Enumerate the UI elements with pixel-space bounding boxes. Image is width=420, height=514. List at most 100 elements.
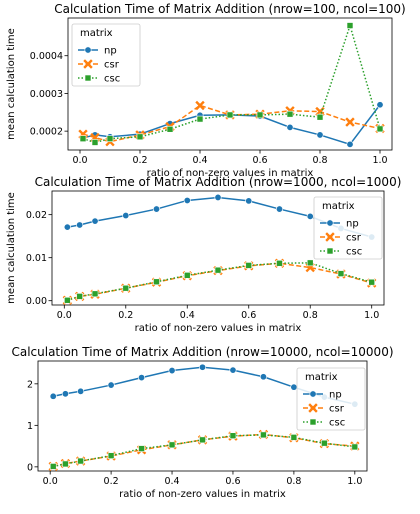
data-point	[306, 259, 314, 267]
data-point	[306, 212, 314, 220]
chart-3: Calculation Time of Matrix Addition (nro…	[0, 345, 394, 500]
data-point	[49, 392, 57, 400]
chart-title: Calculation Time of Matrix Addition (nro…	[35, 175, 402, 189]
chart-title: Calculation Time of Matrix Addition (nro…	[54, 2, 406, 16]
x-tick-label: 0.0	[43, 476, 58, 487]
data-point	[259, 373, 267, 381]
data-point	[229, 432, 237, 440]
data-point	[79, 135, 87, 142]
data-point	[286, 110, 294, 118]
data-point	[290, 434, 298, 441]
data-point	[91, 139, 99, 146]
x-axis-label: ratio of non-zero values in matrix	[135, 323, 302, 334]
data-point	[107, 381, 115, 389]
data-point	[49, 463, 57, 470]
data-point	[229, 366, 237, 374]
x-tick-label: 0.2	[104, 476, 119, 487]
data-point	[62, 460, 69, 468]
plot-frame	[37, 360, 368, 472]
data-point	[275, 205, 283, 213]
y-tick-label: 0.0002	[30, 127, 63, 138]
plot-frame	[51, 190, 385, 306]
y-tick-label: 0.02	[26, 210, 47, 221]
x-tick-label: 0.2	[118, 310, 133, 321]
legend-marker	[309, 418, 317, 426]
x-tick-label: 0.8	[312, 155, 327, 166]
data-point	[245, 262, 253, 269]
y-tick-label: 0.0004	[30, 51, 63, 62]
legend: matrix np csr csc	[313, 196, 383, 260]
legend-box	[71, 23, 141, 87]
legend-label: csc	[329, 418, 345, 429]
data-point	[106, 135, 114, 142]
data-point	[76, 293, 83, 300]
legend-marker	[84, 74, 92, 82]
x-tick-label: 0.0	[57, 310, 72, 321]
data-point	[199, 363, 207, 371]
data-point	[256, 111, 264, 119]
x-tick-label: 1.0	[364, 310, 379, 321]
data-point	[64, 296, 71, 304]
series-csc	[79, 22, 384, 146]
data-point	[168, 367, 176, 375]
data-point	[368, 278, 376, 286]
x-tick-label: 0.8	[303, 310, 318, 321]
data-point	[321, 439, 328, 447]
y-tick-label: 0.01	[26, 253, 47, 264]
data-point	[77, 387, 85, 395]
series-csc	[64, 259, 376, 304]
data-point	[138, 374, 146, 382]
data-point	[91, 217, 99, 225]
legend-title: matrix	[305, 372, 338, 383]
chart-title: Calculation Time of Matrix Addition (nro…	[11, 345, 393, 359]
y-tick-label: 0	[27, 462, 33, 473]
y-tick-label: 0.0003	[30, 89, 63, 100]
chart-2: Calculation Time of Matrix Addition (nro…	[6, 175, 401, 334]
legend-marker	[309, 390, 317, 398]
data-point	[166, 125, 174, 133]
x-axis-label: ratio of non-zero values in matrix	[119, 489, 286, 500]
y-tick-label: 1	[27, 421, 33, 432]
x-tick-label: 0.6	[225, 476, 240, 487]
legend-marker	[308, 403, 318, 413]
data-point	[286, 123, 294, 131]
x-tick-label: 1.0	[372, 155, 387, 166]
data-point	[136, 133, 144, 141]
data-point	[226, 111, 234, 119]
data-point	[316, 131, 324, 139]
data-point	[183, 272, 191, 279]
series-line	[82, 104, 381, 143]
data-point	[337, 270, 345, 277]
x-tick-label: 0.6	[252, 155, 267, 166]
y-tick-label: 0.00	[26, 296, 47, 307]
data-point	[316, 113, 324, 121]
legend-title: matrix	[322, 201, 355, 212]
data-point	[346, 22, 354, 29]
data-point	[107, 452, 115, 459]
legend: matrix np csr csc	[71, 23, 141, 87]
x-tick-label: 0.4	[180, 310, 195, 321]
y-axis-label: mean calculation time	[6, 192, 17, 304]
legend-label: np	[329, 390, 342, 401]
data-point	[214, 193, 222, 201]
data-point	[260, 431, 267, 439]
data-point	[122, 284, 130, 292]
plot-frame	[67, 17, 393, 151]
x-tick-label: 0.4	[164, 476, 179, 487]
data-point	[214, 266, 222, 274]
data-point	[183, 196, 191, 204]
data-point	[153, 278, 160, 286]
legend-marker	[326, 247, 334, 255]
data-point	[153, 205, 161, 213]
data-point	[122, 212, 130, 220]
legend: matrix np csr csc	[296, 367, 366, 431]
x-tick-label: 0.2	[132, 155, 147, 166]
legend-marker	[84, 46, 92, 54]
data-point	[196, 115, 204, 123]
legend-label: np	[104, 46, 117, 57]
legend-label: csr	[329, 404, 345, 415]
legend-label: csc	[346, 247, 362, 258]
data-point	[376, 101, 384, 109]
x-tick-label: 0.8	[286, 476, 301, 487]
